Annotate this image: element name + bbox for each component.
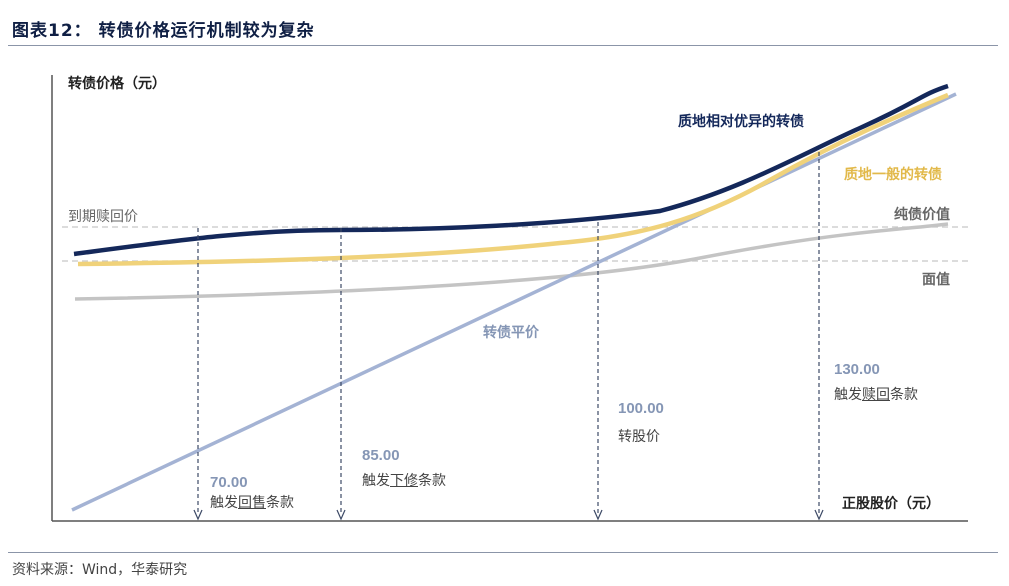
marker-70-condition: 触发回售条款 — [210, 495, 294, 511]
average-quality-label: 质地一般的转债 — [844, 167, 942, 183]
marker-100-value: 100.00 — [618, 400, 664, 417]
x-axis-label: 正股股价（元） — [842, 496, 940, 512]
source-note: 资料来源：Wind，华泰研究 — [12, 562, 188, 578]
average-quality-curve — [77, 92, 949, 267]
y-axis-label: 转债价格（元） — [68, 76, 166, 92]
parity-label: 转债平价 — [483, 325, 539, 341]
bond-floor-curve — [74, 222, 949, 301]
par-value-label: 面值 — [922, 272, 950, 288]
high-quality-curve — [73, 83, 949, 257]
marker-70 — [193, 228, 203, 521]
marker-130-condition: 触发赎回条款 — [834, 387, 918, 403]
marker-130 — [814, 152, 824, 521]
marker-130-value: 130.00 — [834, 361, 880, 378]
redemption-price-label: 到期赎回价 — [68, 209, 138, 225]
marker-100 — [593, 222, 603, 521]
high-quality-label: 质地相对优异的转债 — [678, 114, 804, 130]
top-rule — [8, 45, 998, 46]
marker-70-value: 70.00 — [210, 474, 248, 491]
bond-floor-label: 纯债价值 — [894, 207, 950, 223]
figure-title: 图表12： 转债价格运行机制较为复杂 — [12, 21, 315, 41]
marker-85-value: 85.00 — [362, 447, 400, 464]
marker-85-condition: 触发下修条款 — [362, 473, 446, 489]
marker-85 — [336, 228, 346, 521]
marker-100-label: 转股价 — [618, 429, 660, 445]
parity-line — [71, 92, 957, 512]
bottom-rule — [8, 552, 998, 553]
